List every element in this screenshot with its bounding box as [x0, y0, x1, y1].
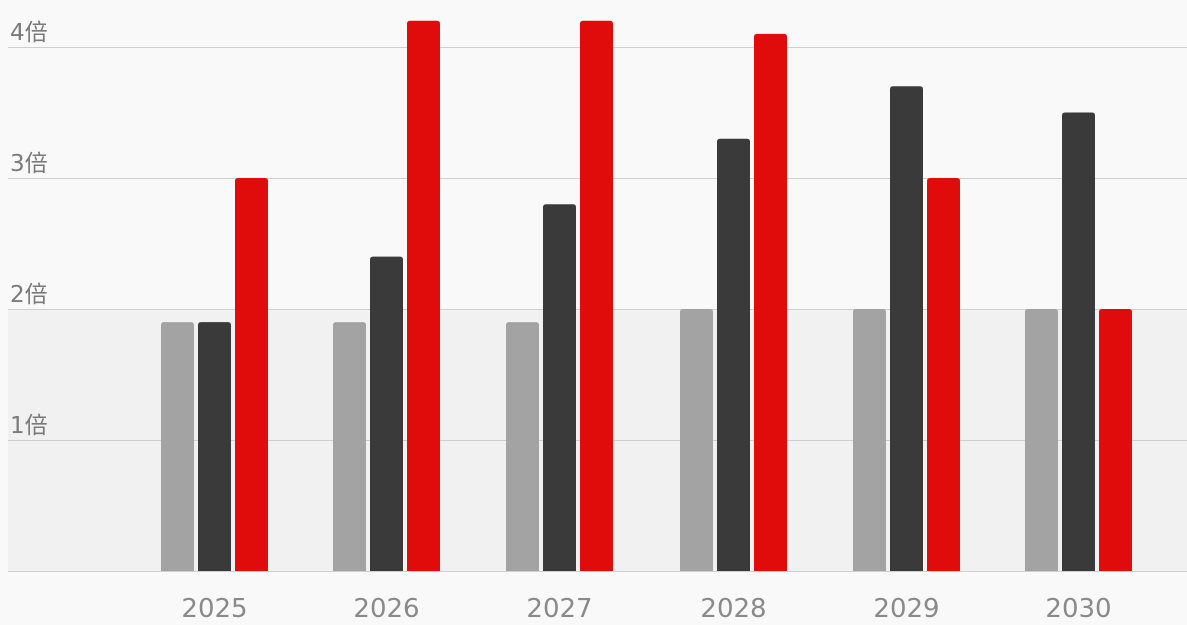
x-tick-label: 2028	[700, 594, 766, 621]
y-tick-label: 2倍	[10, 282, 48, 308]
bar-2029-series-3	[927, 178, 960, 571]
bar-2027-series-2	[543, 204, 576, 571]
bar-2030-series-1	[1025, 309, 1058, 571]
y-tick-label: 4倍	[10, 20, 48, 46]
x-tick-label: 2026	[353, 594, 419, 621]
x-axis-tick-labels: 2025 2026 2027 2028 2029 2030	[181, 594, 1111, 624]
bar-2026-series-1	[333, 322, 366, 571]
bar-2028-series-2	[717, 138, 750, 571]
bar-2026-series-2	[370, 256, 403, 571]
bar-2026-series-3	[407, 20, 440, 572]
bar-2029-series-1	[853, 309, 886, 571]
y-tick-label: 3倍	[10, 151, 48, 177]
bars	[161, 20, 1132, 572]
bar-2025-series-3	[235, 178, 268, 571]
x-tick-label: 2025	[181, 594, 247, 621]
y-axis-tick-labels: 1倍 2倍 3倍 4倍	[10, 20, 48, 439]
y-tick-label: 1倍	[10, 413, 48, 439]
bar-2025-series-2	[198, 322, 231, 571]
bar-2027-series-1	[506, 322, 539, 571]
x-tick-label: 2030	[1045, 594, 1111, 621]
x-tick-label: 2027	[526, 594, 592, 621]
bar-2029-series-2	[890, 86, 923, 572]
x-tick-label: 2029	[873, 594, 939, 621]
bar-2028-series-3	[754, 33, 787, 571]
bar-2027-series-3	[580, 20, 613, 572]
bar-2030-series-3	[1099, 309, 1132, 571]
bar-2030-series-2	[1062, 112, 1095, 571]
bar-2028-series-1	[680, 309, 713, 571]
bar-2025-series-1	[161, 322, 194, 571]
